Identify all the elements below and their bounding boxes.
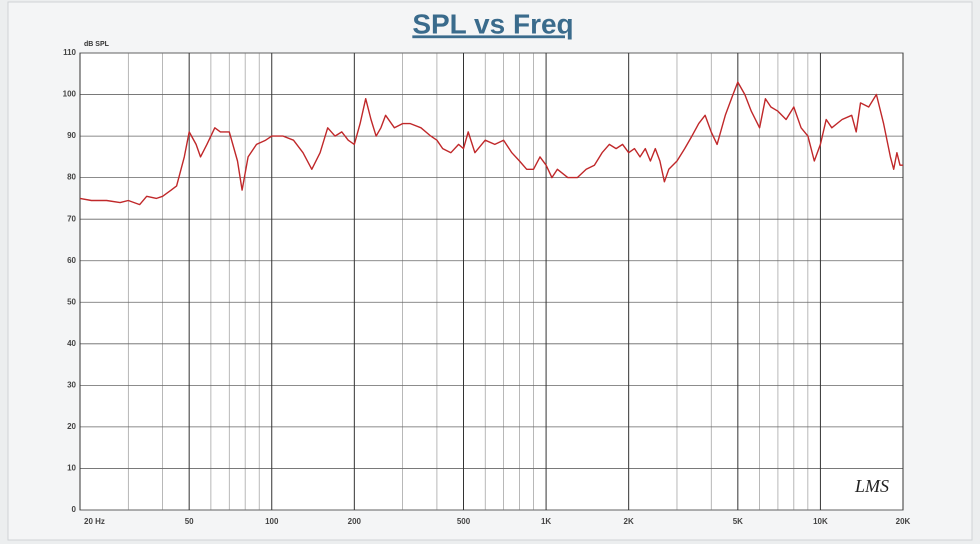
y-tick-label: 20 (67, 422, 76, 431)
x-tick-label: 100 (265, 517, 279, 526)
spl-line (79, 81, 903, 206)
x-tick-label: 5K (733, 517, 743, 526)
y-tick-label: 100 (63, 90, 77, 99)
y-tick-label: 70 (67, 214, 76, 223)
y-tick-label: 90 (67, 131, 76, 140)
y-tick-label: 80 (67, 173, 76, 182)
x-tick-label: 50 (185, 517, 194, 526)
y-axis-label: dB SPL (84, 41, 110, 48)
annotation: LMS (854, 476, 889, 496)
y-tick-label: 10 (67, 464, 76, 473)
x-tick-label: 1K (541, 517, 551, 526)
y-tick-label: 60 (67, 256, 76, 265)
x-tick-label: 20 Hz (84, 517, 105, 526)
y-tick-label: 0 (72, 505, 77, 514)
y-tick-label: 50 (67, 297, 76, 306)
y-tick-label: 40 (67, 339, 76, 348)
x-tick-label: 20K (896, 517, 911, 526)
x-tick-label: 200 (348, 517, 362, 526)
x-tick-label: 10K (813, 517, 828, 526)
y-tick-label: 110 (63, 48, 76, 57)
chart-title: SPL vs Freq (412, 8, 573, 39)
plot-area (79, 52, 904, 511)
x-tick-label: 2K (624, 517, 634, 526)
x-tick-label: 500 (457, 517, 471, 526)
y-tick-label: 30 (67, 380, 76, 389)
